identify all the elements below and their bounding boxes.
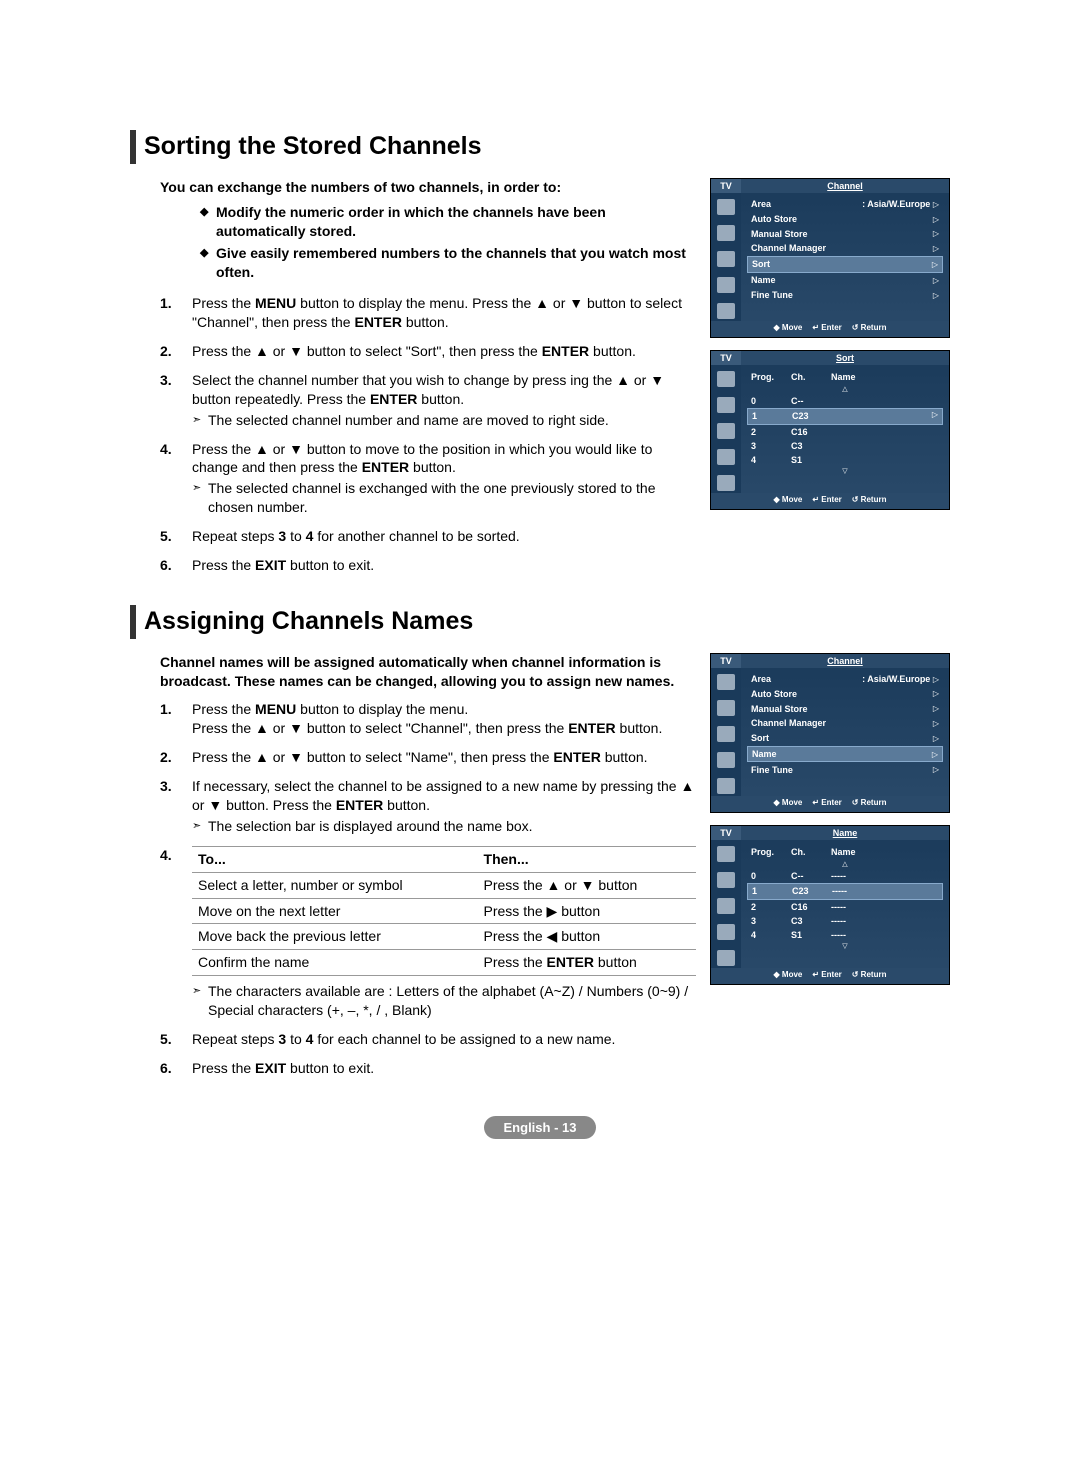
action-table: To...Then... Select a letter, number or … <box>192 846 696 976</box>
txt: Repeat steps <box>192 528 278 544</box>
section2-intro: Channel names will be assigned automatic… <box>130 653 696 691</box>
txt: ENTER <box>370 391 417 407</box>
sub: The characters available are : Letters o… <box>192 982 696 1020</box>
txt: MENU <box>255 701 296 717</box>
td: Press the ▲ or ▼ button <box>478 872 696 898</box>
txt: ENTER <box>362 459 409 475</box>
txt: button. <box>383 797 430 813</box>
txt: Press the <box>192 295 255 311</box>
tv-channel-panel-2: TVChannel Area: Asia/W.Europe ▷Auto Stor… <box>710 653 950 813</box>
tv-name-panel: TVName Prog.Ch.Name△0C-------1C23-----2C… <box>710 825 950 985</box>
td: Select a letter, number or symbol <box>192 872 478 898</box>
section1-title: Sorting the Stored Channels <box>130 130 950 164</box>
td: Press the ◀ button <box>478 924 696 950</box>
tv-sort-panel: TVSort Prog.Ch.Name△0C--1C23▷2C163C34S1▽… <box>710 350 950 510</box>
txt: button. <box>616 720 663 736</box>
td: Confirm the name <box>192 950 478 976</box>
txt: to <box>286 528 305 544</box>
txt: button. <box>589 343 636 359</box>
txt: for each channel to be assigned to a new… <box>313 1031 615 1047</box>
txt: button. <box>409 459 456 475</box>
th: To... <box>192 846 478 872</box>
txt: ENTER <box>542 343 589 359</box>
txt: ENTER <box>568 720 615 736</box>
txt: for another channel to be sorted. <box>313 528 519 544</box>
td: Move back the previous letter <box>192 924 478 950</box>
txt: EXIT <box>255 557 286 573</box>
txt: Press the ▲ or ▼ button to select "Sort"… <box>192 343 542 359</box>
txt: ENTER <box>553 749 600 765</box>
section1-intro: You can exchange the numbers of two chan… <box>130 178 696 197</box>
txt: ENTER <box>336 797 383 813</box>
txt: Press the ▲ or ▼ button to select "Chann… <box>192 720 568 736</box>
tv-channel-panel-1: TVChannel Area: Asia/W.Europe ▷Auto Stor… <box>710 178 950 338</box>
bullet: Modify the numeric order in which the ch… <box>200 203 696 241</box>
section2-steps: 1.Press the MENU button to display the m… <box>130 700 696 1077</box>
txt: button to display the menu. <box>296 701 468 717</box>
txt: Press the <box>192 1060 255 1076</box>
section2-title: Assigning Channels Names <box>130 605 950 639</box>
txt: Press the <box>192 557 255 573</box>
section1-steps: 1.Press the MENU button to display the m… <box>130 294 696 575</box>
page-footer: English - 13 <box>130 1118 950 1137</box>
txt: button. <box>402 314 449 330</box>
th: Then... <box>478 846 696 872</box>
td: Press the ▶ button <box>478 898 696 924</box>
txt: button. <box>601 749 648 765</box>
sub: The selection bar is displayed around th… <box>192 817 696 836</box>
txt: MENU <box>255 295 296 311</box>
txt: button to exit. <box>286 1060 374 1076</box>
txt: button to exit. <box>286 557 374 573</box>
section1-bullets: Modify the numeric order in which the ch… <box>130 203 696 283</box>
sub: The selected channel is exchanged with t… <box>192 479 696 517</box>
td: Press the ENTER button <box>478 950 696 976</box>
txt: ENTER <box>354 314 401 330</box>
txt: to <box>286 1031 305 1047</box>
sub: The selected channel number and name are… <box>192 411 696 430</box>
bullet: Give easily remembered numbers to the ch… <box>200 244 696 282</box>
txt: If necessary, select the channel to be a… <box>192 778 694 813</box>
txt: Press the ▲ or ▼ button to select "Name"… <box>192 749 553 765</box>
txt: EXIT <box>255 1060 286 1076</box>
txt: button. <box>417 391 464 407</box>
td: Move on the next letter <box>192 898 478 924</box>
txt: Press the <box>192 701 255 717</box>
txt: Repeat steps <box>192 1031 278 1047</box>
